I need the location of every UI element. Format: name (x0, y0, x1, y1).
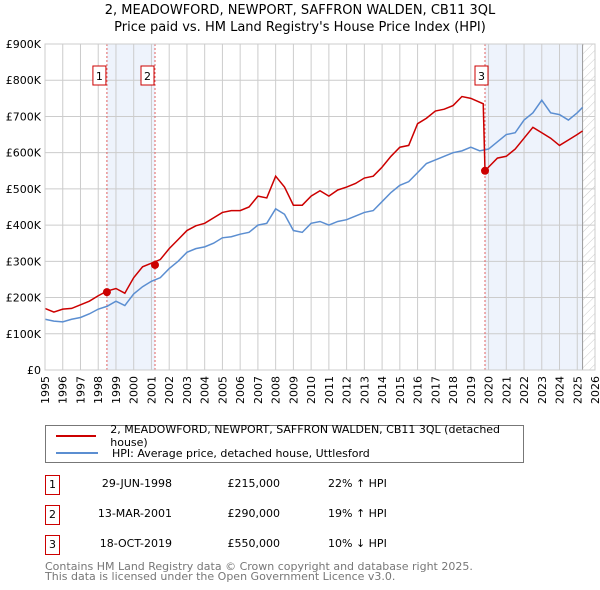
x-tick-label: 1995 (39, 376, 52, 404)
legend-label-hpi: HPI: Average price, detached house, Uttl… (112, 446, 370, 460)
y-tick-label: £100K (6, 328, 42, 341)
x-tick-label: 1996 (57, 376, 70, 404)
x-tick-label: 1997 (74, 376, 87, 404)
x-tick-label: 2009 (287, 376, 300, 404)
x-tick-label: 2011 (323, 376, 336, 404)
chart-title: 2, MEADOWFORD, NEWPORT, SAFFRON WALDEN, … (0, 2, 600, 36)
transaction-date: 18-OCT-2019 (99, 537, 172, 550)
x-tick-label: 2015 (394, 376, 407, 404)
legend-item-hpi: HPI: Average price, detached house, Uttl… (56, 445, 370, 461)
x-tick-label: 2023 (536, 376, 549, 404)
y-tick-label: £400K (6, 219, 42, 232)
x-tick-label: 2025 (571, 376, 584, 404)
transaction-hpi: 22% ↑ HPI (328, 477, 387, 490)
x-tick-label: 2021 (500, 376, 513, 404)
x-tick-label: 2016 (412, 376, 425, 404)
x-tick-label: 2000 (128, 376, 141, 404)
y-tick-label: £200K (6, 292, 42, 305)
forecast-hatch (582, 44, 595, 370)
transaction-marker: 2 (45, 505, 60, 525)
x-tick-label: 2019 (465, 376, 478, 404)
legend-swatch-blue (56, 452, 98, 454)
legend-label-property: 2, MEADOWFORD, NEWPORT, SAFFRON WALDEN, … (110, 423, 501, 449)
x-tick-label: 2004 (199, 376, 212, 404)
x-tick-label: 1999 (110, 376, 123, 404)
x-tick-label: 2026 (589, 376, 600, 404)
legend-item-property: 2, MEADOWFORD, NEWPORT, SAFFRON WALDEN, … (56, 423, 523, 449)
sale-marker-label: 1 (96, 70, 103, 83)
x-tick-label: 2003 (181, 376, 194, 404)
price-chart: 1995 1996 1997 1998 1999 2000 2001 2002 2003 2004… (6, 38, 600, 404)
plot-frame (44, 43, 596, 371)
y-tick-label: £500K (6, 183, 42, 196)
x-tick-label: 2008 (270, 376, 283, 404)
transaction-hpi: 19% ↑ HPI (328, 507, 387, 520)
y-tick-label: £900K (6, 38, 42, 51)
sale-marker-box (474, 65, 489, 86)
sale-marker-box (92, 65, 107, 86)
transaction-date: 13-MAR-2001 (97, 507, 172, 520)
x-tick-label: 2006 (234, 376, 247, 404)
title-line-2: Price paid vs. HM Land Registry's House … (114, 20, 486, 35)
transaction-date: 29-JUN-1998 (101, 477, 172, 490)
legend: 2, MEADOWFORD, NEWPORT, SAFFRON WALDEN, … (45, 423, 524, 463)
x-tick-label: 2018 (447, 376, 460, 404)
legend-swatch-red (56, 435, 97, 437)
transaction-price: £215,000 (227, 477, 281, 490)
sale-point (102, 288, 111, 297)
y-tick-label: £600K (6, 147, 42, 160)
x-tick-label: 2013 (358, 376, 371, 404)
transaction-marker: 3 (45, 535, 60, 555)
sale-marker-label: 3 (478, 70, 485, 83)
title-line-1: 2, MEADOWFORD, NEWPORT, SAFFRON WALDEN, … (104, 3, 496, 18)
sale-marker-box (140, 65, 155, 86)
y-tick-label: £0 (27, 364, 41, 377)
x-tick-label: 2010 (305, 376, 318, 404)
x-tick-label: 2012 (341, 376, 354, 404)
property-price-line (44, 95, 584, 313)
x-tick-label: 2005 (216, 376, 229, 404)
x-tick-label: 2001 (145, 376, 158, 404)
transaction-hpi: 10% ↓ HPI (328, 537, 387, 550)
x-tick-label: 2014 (376, 376, 389, 404)
y-tick-label: £800K (6, 74, 42, 87)
footer-line-2: This data is licensed under the Open Gov… (45, 570, 396, 583)
transaction-marker: 1 (45, 475, 60, 495)
x-tick-label: 2024 (554, 376, 567, 404)
transaction-price: £290,000 (227, 507, 281, 520)
shaded-range (106, 44, 155, 370)
sale-point (481, 166, 489, 175)
x-tick-label: 2022 (518, 376, 531, 404)
y-tick-label: £700K (6, 110, 42, 123)
x-tick-label: 2020 (483, 376, 496, 404)
footer-line-1: Contains HM Land Registry data © Crown c… (45, 560, 473, 573)
x-tick-label: 2007 (252, 376, 265, 404)
y-tick-label: £300K (6, 255, 42, 268)
x-tick-label: 1998 (92, 376, 105, 404)
hpi-line (44, 98, 584, 323)
footer: Contains HM Land Registry data © Crown c… (45, 560, 473, 583)
sale-point (151, 260, 159, 269)
x-tick-label: 2017 (429, 376, 442, 404)
transaction-price: £550,000 (227, 537, 281, 550)
x-tick-label: 2002 (163, 376, 176, 404)
shaded-range (485, 44, 583, 370)
sale-marker-label: 2 (144, 70, 151, 83)
